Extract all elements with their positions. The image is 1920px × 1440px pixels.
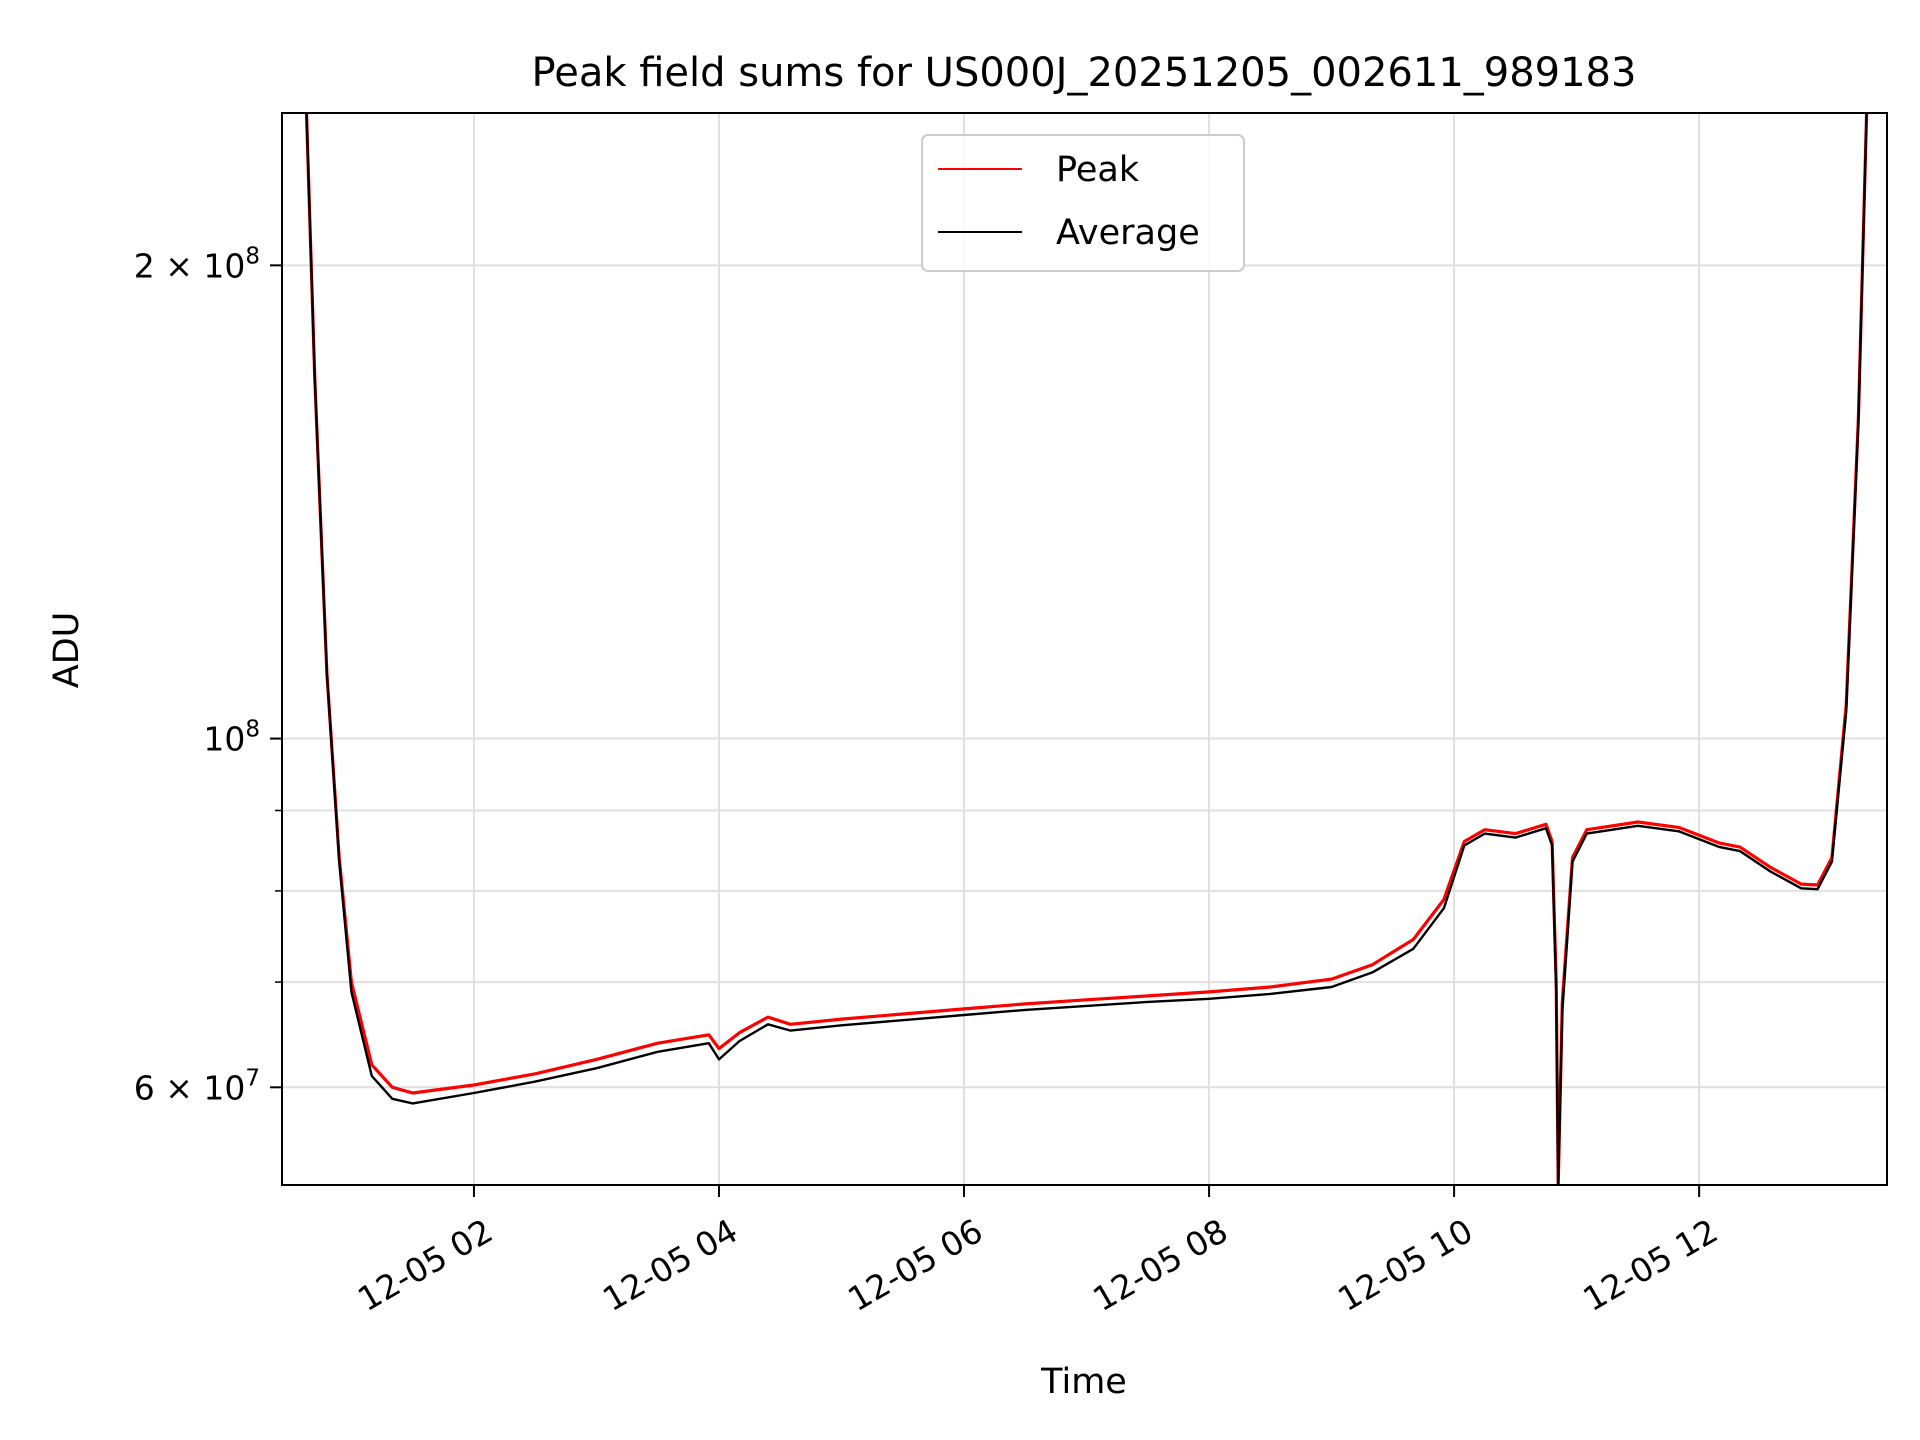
y-axis-label: ADU [47, 612, 87, 689]
legend: Peak Average [921, 134, 1245, 272]
legend-average-label: Average [1056, 213, 1200, 253]
series-line-peak [304, 113, 1869, 1185]
grid [282, 113, 1887, 1185]
series-layer [304, 113, 1869, 1185]
x-axis-label: Time [1040, 1362, 1127, 1402]
plot-frame [281, 112, 1888, 1186]
chart-title: Peak field sums for US000J_20251205_0026… [532, 50, 1637, 96]
y-axis: 108 2 × 108 6 × 107 [134, 243, 282, 1107]
y-tick-label: 6 × 107 [134, 1065, 260, 1107]
legend-peak-label: Peak [1056, 150, 1140, 190]
y-tick-label: 108 [203, 717, 260, 759]
y-tick-label: 2 × 108 [134, 243, 260, 285]
series-line-average [305, 113, 1868, 1185]
